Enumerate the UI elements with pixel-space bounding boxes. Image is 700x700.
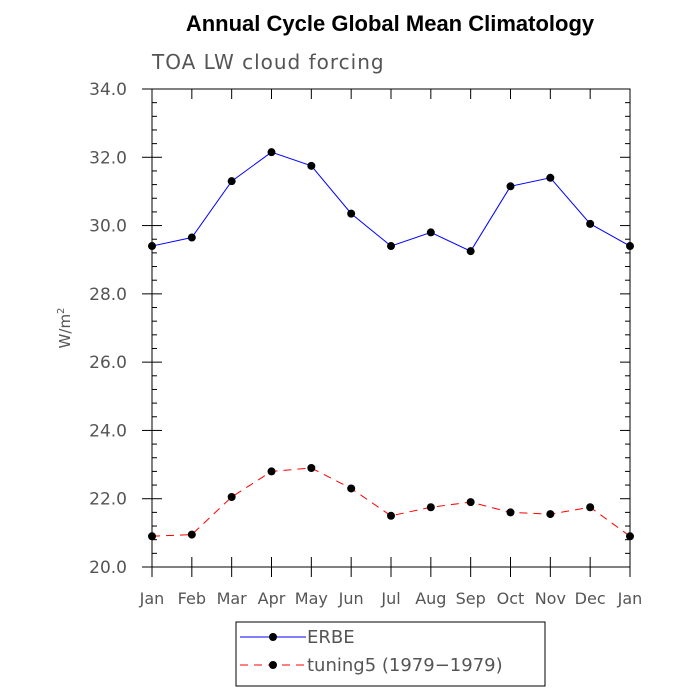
legend-label-0: ERBE — [307, 627, 355, 648]
y-tick-label: 28.0 — [89, 285, 127, 305]
x-tick-label: Jun — [338, 589, 364, 608]
y-tick-label: 34.0 — [89, 80, 127, 100]
series-1-point — [626, 532, 634, 541]
series-1-point — [506, 508, 515, 517]
plot-frame — [151, 88, 631, 568]
x-tick-label: Apr — [258, 589, 286, 608]
series-0-point — [187, 233, 196, 242]
series-1-point — [387, 511, 395, 520]
legend-marker-1 — [269, 661, 277, 669]
series-1-point — [466, 498, 475, 507]
series-1-point — [426, 503, 435, 512]
y-axis-ticks: 20.0 22.0 24.0 26.0 28.0 30.0 32.0 34.0 — [89, 80, 630, 578]
x-tick-label: Aug — [415, 589, 446, 608]
x-tick-label: Sep — [456, 589, 486, 608]
series-1-point — [267, 467, 276, 476]
series-0-point — [347, 209, 356, 218]
series-0-point — [387, 242, 395, 251]
series-0-point — [466, 247, 475, 256]
y-tick-label: 24.0 — [89, 421, 127, 441]
y-axis-label-superscript: 2 — [56, 308, 67, 314]
legend-box — [235, 621, 546, 687]
x-tick-label: Dec — [575, 589, 606, 608]
legend-label-1: tuning5 (1979−1979) — [307, 655, 503, 676]
x-tick-label: Oct — [497, 589, 525, 608]
chart-subtitle: TOA LW cloud forcing — [151, 50, 385, 74]
y-tick-label: 30.0 — [89, 217, 127, 237]
legend-marker-0 — [269, 633, 277, 641]
y-tick-label: 20.0 — [89, 558, 127, 578]
x-tick-label: Jan — [617, 589, 643, 608]
series-0-point — [626, 242, 634, 251]
x-tick-label: Jul — [380, 589, 400, 608]
y-axis-label: W/m2 — [56, 308, 74, 349]
series-1-point — [307, 463, 316, 472]
series-0-point — [506, 182, 515, 191]
y-tick-label: 22.0 — [89, 490, 127, 510]
series-0-point — [227, 177, 236, 186]
legend: ERBE tuning5 (1979−1979) — [235, 621, 546, 687]
x-tick-label: Jan — [139, 589, 165, 608]
series-1-point — [187, 530, 196, 539]
series-0-point — [148, 242, 156, 251]
x-tick-label: May — [295, 589, 328, 608]
y-axis-label-text: W/m — [56, 314, 74, 349]
x-tick-label: Feb — [178, 589, 206, 608]
series-1-point — [227, 493, 236, 502]
series-1-point — [586, 503, 595, 512]
x-axis-ticks: Jan Feb Mar Apr May Jun Jul Aug Sep Oct Nov Dec Jan — [139, 89, 643, 608]
series-0-point — [426, 228, 435, 237]
series-layer — [148, 148, 634, 541]
series-line-0 — [151, 151, 631, 252]
chart-title: Annual Cycle Global Mean Climatology — [186, 11, 595, 36]
x-tick-label: Nov — [535, 589, 566, 608]
y-tick-label: 26.0 — [89, 353, 127, 373]
series-1-point — [347, 484, 356, 493]
y-tick-label: 32.0 — [89, 148, 127, 168]
series-0-point — [267, 148, 276, 157]
x-tick-label: Mar — [217, 589, 248, 608]
series-0-point — [586, 219, 595, 228]
series-1-point — [546, 510, 555, 519]
series-1-point — [148, 532, 156, 541]
series-line-1 — [151, 467, 631, 537]
series-0-point — [307, 161, 316, 170]
series-0-point — [546, 173, 555, 182]
